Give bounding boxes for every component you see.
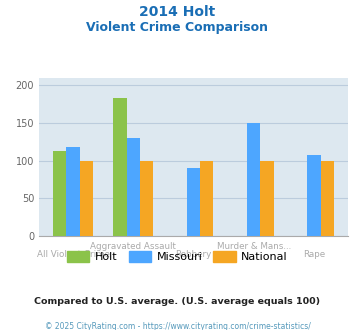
Bar — [187, 168, 200, 236]
Text: Rape: Rape — [303, 250, 325, 259]
Legend: Holt, Missouri, National: Holt, Missouri, National — [63, 247, 292, 267]
Bar — [140, 160, 153, 236]
Bar — [53, 151, 66, 236]
Bar — [307, 155, 321, 236]
Text: Murder & Mans...: Murder & Mans... — [217, 242, 291, 251]
Bar — [80, 160, 93, 236]
Text: 2014 Holt: 2014 Holt — [140, 5, 215, 19]
Bar — [113, 98, 127, 236]
Bar — [66, 147, 80, 236]
Text: Violent Crime Comparison: Violent Crime Comparison — [87, 21, 268, 34]
Bar — [260, 160, 274, 236]
Text: Robbery: Robbery — [175, 250, 212, 259]
Bar — [321, 160, 334, 236]
Bar — [127, 138, 140, 236]
Text: Aggravated Assault: Aggravated Assault — [90, 242, 176, 251]
Text: All Violent Crime: All Violent Crime — [37, 250, 109, 259]
Text: © 2025 CityRating.com - https://www.cityrating.com/crime-statistics/: © 2025 CityRating.com - https://www.city… — [45, 322, 310, 330]
Text: Compared to U.S. average. (U.S. average equals 100): Compared to U.S. average. (U.S. average … — [34, 297, 321, 306]
Bar — [200, 160, 213, 236]
Bar — [247, 123, 260, 236]
